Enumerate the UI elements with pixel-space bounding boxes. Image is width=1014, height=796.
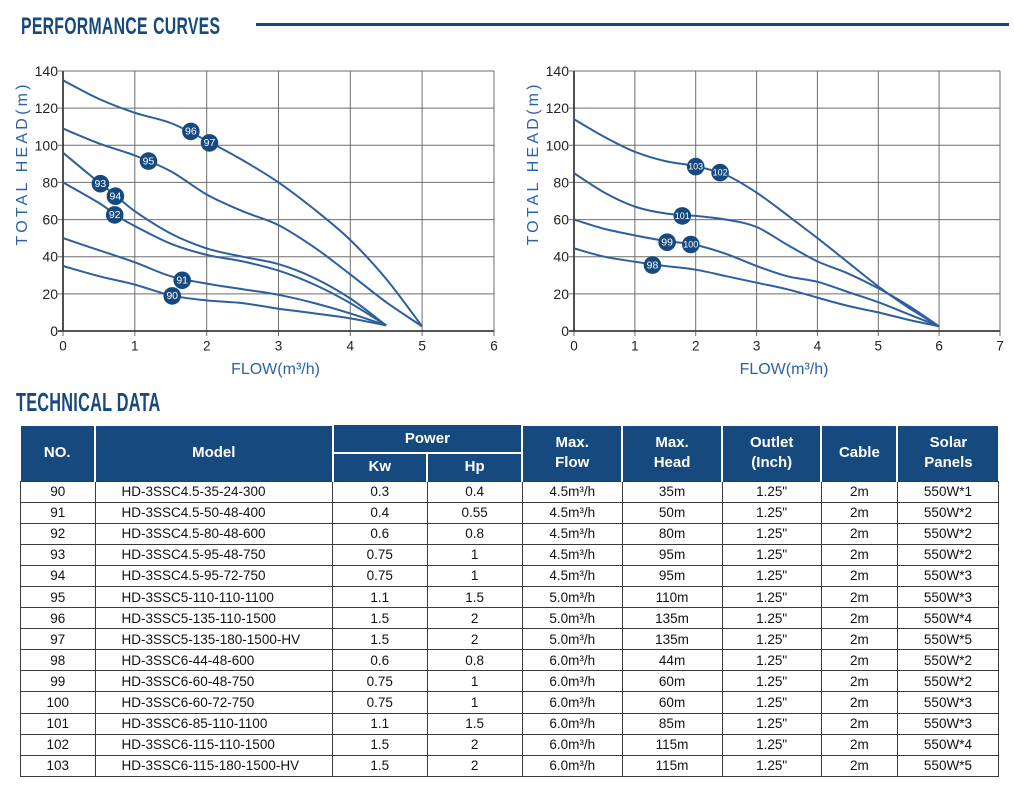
svg-text:20: 20 [553,286,569,302]
svg-text:6: 6 [935,338,943,353]
svg-text:80: 80 [42,174,58,190]
svg-text:40: 40 [553,249,569,265]
svg-text:92: 92 [109,209,121,221]
svg-text:5: 5 [418,338,426,353]
svg-text:FLOW(m³/h): FLOW(m³/h) [740,361,829,378]
svg-text:60: 60 [553,212,569,228]
svg-text:0: 0 [570,338,578,353]
svg-text:TOTAL HEAD(m): TOTAL HEAD(m) [14,85,31,246]
svg-text:100: 100 [35,137,59,153]
svg-text:60: 60 [42,212,58,228]
svg-text:91: 91 [176,275,188,287]
svg-text:101: 101 [675,211,690,221]
svg-text:95: 95 [143,155,155,167]
svg-text:0: 0 [59,338,67,353]
svg-text:103: 103 [688,161,703,171]
svg-text:97: 97 [204,137,216,149]
svg-text:96: 96 [185,126,197,138]
svg-text:FLOW(m³/h): FLOW(m³/h) [231,361,320,378]
svg-text:20: 20 [42,286,58,302]
svg-text:6: 6 [490,338,498,353]
svg-text:TOTAL HEAD(m): TOTAL HEAD(m) [525,85,542,246]
svg-text:140: 140 [546,63,570,79]
svg-text:102: 102 [713,167,728,177]
svg-text:1: 1 [631,338,639,353]
svg-text:98: 98 [647,259,659,271]
svg-text:80: 80 [553,174,569,190]
svg-text:4: 4 [814,338,822,353]
svg-text:3: 3 [275,338,283,353]
svg-text:3: 3 [753,338,761,353]
svg-text:100: 100 [546,137,570,153]
svg-text:40: 40 [42,249,58,265]
svg-text:90: 90 [166,290,178,302]
svg-text:5: 5 [875,338,883,353]
svg-text:99: 99 [661,236,673,248]
svg-text:1: 1 [131,338,139,353]
svg-text:2: 2 [203,338,211,353]
svg-text:4: 4 [347,338,355,353]
svg-text:100: 100 [683,239,698,249]
svg-text:7: 7 [996,338,1004,353]
svg-text:120: 120 [546,100,570,116]
svg-text:0: 0 [561,323,569,339]
svg-text:0: 0 [50,323,58,339]
svg-text:120: 120 [35,100,59,116]
svg-text:93: 93 [95,178,107,190]
svg-text:140: 140 [35,63,59,79]
svg-text:2: 2 [692,338,700,353]
svg-text:94: 94 [110,190,122,202]
